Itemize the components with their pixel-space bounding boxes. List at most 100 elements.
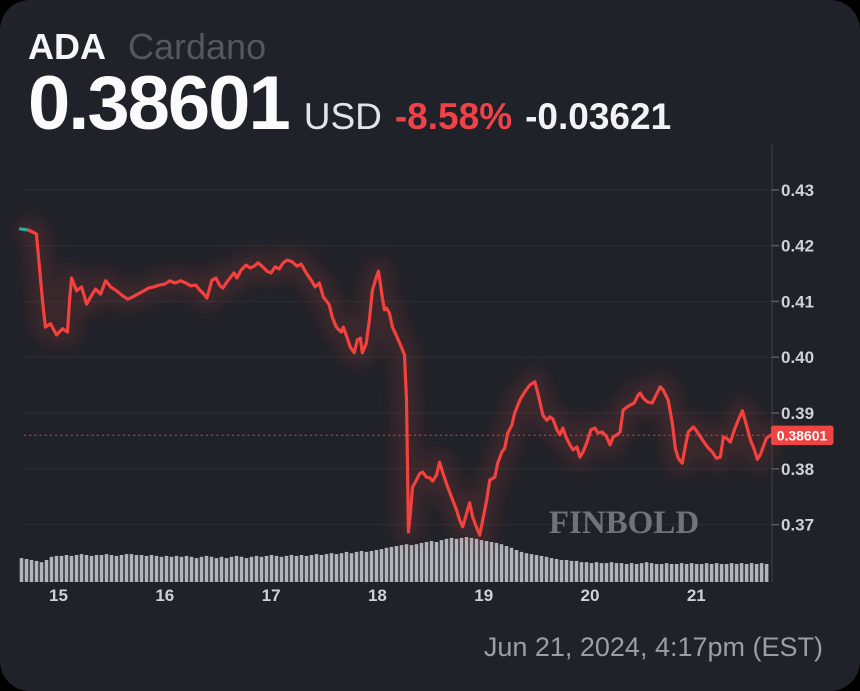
volume-bar	[549, 558, 554, 582]
volume-bar	[34, 560, 39, 582]
volume-bar	[579, 562, 584, 582]
volume-bar	[689, 563, 694, 582]
volume-bar	[304, 555, 309, 582]
current-price-badge: 0.38601	[771, 425, 834, 446]
volume-bar	[629, 563, 634, 582]
volume-bar	[614, 563, 619, 582]
x-tick-label: 16	[155, 586, 174, 605]
volume-bar	[679, 563, 684, 582]
volume-bar	[164, 555, 169, 582]
volume-bar	[569, 560, 574, 582]
volume-bar	[59, 555, 64, 582]
y-tick-label: 0.42	[781, 237, 814, 256]
volume-bar	[144, 555, 149, 582]
x-tick-label: 20	[581, 586, 600, 605]
volume-bar	[94, 555, 99, 582]
volume-bar	[354, 551, 359, 583]
x-tick-label: 19	[474, 586, 493, 605]
price-line-glow	[15, 217, 784, 549]
volume-bar	[289, 555, 294, 582]
volume-bar	[79, 554, 84, 582]
volume-bar	[114, 555, 119, 582]
x-axis-labels: 15 16 17 18 19 20 21	[49, 586, 706, 605]
volume-bar	[334, 554, 339, 582]
volume-bar	[499, 544, 504, 582]
volume-bar	[599, 563, 604, 582]
volume-bar	[344, 551, 349, 583]
volume-bar	[479, 540, 484, 582]
volume-bar	[279, 556, 284, 582]
volume-bar	[494, 542, 499, 582]
volume-bar	[489, 542, 494, 582]
volume-bar	[219, 556, 224, 582]
x-tick-label: 21	[687, 586, 706, 605]
volume-bar	[314, 554, 319, 582]
volume-bar	[459, 537, 464, 582]
volume-bar	[29, 560, 34, 583]
volume-bar	[704, 563, 709, 582]
y-tick-label: 0.38	[781, 460, 814, 479]
volume-bar	[464, 537, 469, 582]
y-tick-label: 0.37	[781, 516, 814, 535]
volume-bar	[149, 555, 154, 582]
volume-bar	[54, 555, 59, 582]
volume-bar	[189, 556, 194, 582]
volume-bar	[439, 540, 444, 582]
price-line	[18, 227, 773, 537]
volume-bar	[364, 551, 369, 583]
volume-bar	[399, 545, 404, 582]
volume-bar	[739, 563, 744, 582]
volume-bar	[454, 538, 459, 582]
asset-name: Cardano	[128, 26, 267, 67]
volume-bar	[264, 555, 269, 582]
volume-bar	[384, 547, 389, 582]
volume-bar	[534, 555, 539, 582]
volume-bar	[539, 555, 544, 582]
volume-bar	[714, 563, 719, 582]
volume-bar	[199, 556, 204, 582]
volume-bar	[234, 555, 239, 582]
volume-bar	[259, 556, 264, 582]
volume-bar	[754, 564, 759, 582]
volume-bar	[524, 553, 529, 582]
price-line-glow-stroke	[15, 217, 784, 549]
volume-bar	[564, 560, 569, 583]
volume-bar	[154, 555, 159, 582]
volume-bar	[309, 555, 314, 582]
volume-bar	[394, 546, 399, 582]
volume-bar	[209, 556, 214, 582]
volume-bar	[99, 555, 104, 582]
volume-bar	[624, 564, 629, 582]
price-row: 0.38601 USD -8.58% -0.03621	[28, 66, 671, 142]
volume-bar	[554, 559, 559, 582]
volume-bar	[214, 558, 219, 582]
volume-bar	[604, 563, 609, 582]
volume-bar	[369, 551, 374, 582]
volume-bar	[44, 560, 49, 583]
volume-bar	[74, 555, 79, 582]
volume-bar	[669, 564, 674, 582]
volume-bar	[134, 555, 139, 582]
volume-bar	[229, 556, 234, 582]
volume-bar	[699, 564, 704, 582]
current-price-badge-bg	[771, 425, 834, 446]
price-line-stroke	[26, 228, 773, 537]
volume-bar	[204, 555, 209, 582]
x-tick-label: 17	[262, 586, 281, 605]
volume-bar	[474, 538, 479, 582]
volume-bar	[19, 558, 24, 582]
volume-bar	[449, 537, 454, 582]
volume-bar	[239, 556, 244, 582]
volume-bar	[719, 564, 724, 582]
volume-bar	[274, 555, 279, 582]
volume-bar	[349, 553, 354, 582]
volume-bar	[724, 564, 729, 582]
volume-bar	[39, 562, 44, 582]
volume-bar	[409, 545, 414, 582]
volume-bar	[709, 564, 714, 582]
volume-bar	[49, 556, 54, 582]
volume-bar	[374, 550, 379, 582]
volume-bar	[734, 564, 739, 582]
